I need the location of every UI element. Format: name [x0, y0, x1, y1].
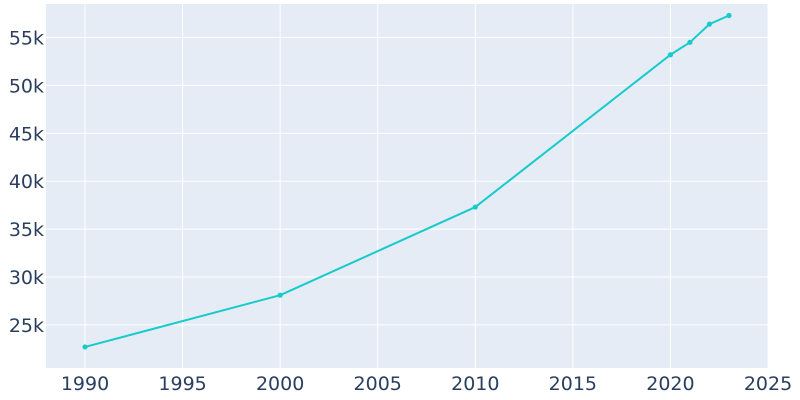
data-point[interactable]	[472, 204, 478, 210]
x-tick-label: 2015	[549, 373, 597, 395]
y-axis-tick-labels: 25k 30k 35k 40k 45k 50k 55k	[9, 28, 44, 337]
data-point[interactable]	[706, 21, 713, 27]
x-tick-label: 1995	[158, 373, 206, 395]
y-tick-label: 45k	[9, 123, 44, 145]
data-point[interactable]	[667, 52, 674, 58]
data-point[interactable]	[277, 292, 283, 298]
y-tick-label: 25k	[9, 315, 44, 337]
series-layer	[82, 12, 732, 350]
data-point[interactable]	[82, 344, 88, 350]
y-tick-label: 35k	[9, 219, 44, 241]
x-tick-label: 2000	[256, 373, 304, 395]
x-tick-label: 2020	[646, 373, 694, 395]
x-tick-label: 2025	[744, 373, 792, 395]
data-point[interactable]	[687, 39, 693, 45]
y-tick-label: 30k	[9, 267, 44, 289]
x-tick-label: 1990	[61, 373, 109, 395]
x-axis-tick-labels: 1990 1995 2000 2005 2010 2015 2020 2025	[61, 373, 792, 395]
x-tick-label: 2005	[354, 373, 402, 395]
grid-lines	[46, 4, 769, 368]
y-tick-label: 55k	[9, 28, 44, 50]
x-tick-label: 2010	[451, 373, 499, 395]
plot-area-background	[46, 4, 768, 368]
y-tick-label: 50k	[9, 75, 44, 97]
y-tick-label: 40k	[9, 171, 44, 193]
data-point[interactable]	[726, 12, 732, 19]
